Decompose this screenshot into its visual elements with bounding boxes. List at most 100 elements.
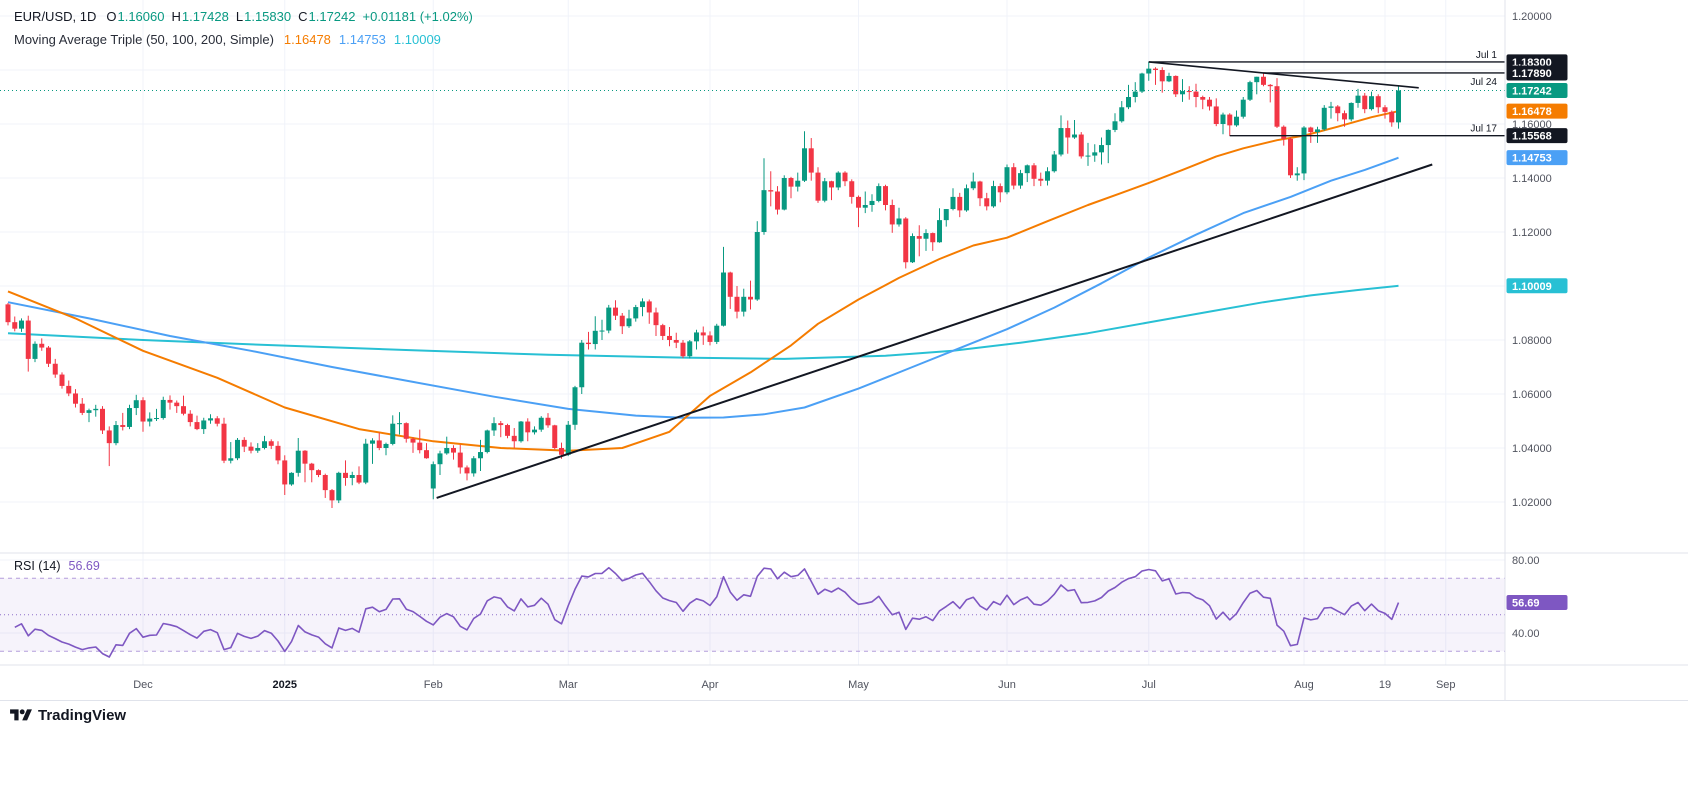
candle: [113, 425, 119, 444]
candle: [984, 198, 990, 207]
price-axis-tick: 1.08000: [1512, 335, 1552, 347]
candle: [484, 430, 490, 453]
price-axis-tick: 1.20000: [1512, 11, 1552, 23]
price-badge-label: 1.17242: [1512, 85, 1552, 97]
candle: [181, 406, 186, 414]
levels[interactable]: Jul 1 Jul 24 Jul 17: [1148, 50, 1505, 137]
candle: [316, 470, 321, 475]
candle: [1355, 95, 1361, 103]
candle: [5, 304, 11, 323]
candle: [862, 205, 868, 208]
price-chart-canvas[interactable]: 1.020001.040001.060001.080001.100001.120…: [0, 0, 1688, 700]
candle: [174, 402, 180, 407]
price-badge: [1506, 278, 1568, 294]
sma-50-line: [7, 110, 1399, 452]
candle: [943, 209, 949, 221]
candle: [586, 342, 591, 345]
candle: [160, 399, 166, 419]
candle: [741, 296, 747, 312]
candle: [525, 421, 531, 433]
candle: [451, 448, 456, 453]
price-badge-label: 1.10009: [1512, 281, 1552, 293]
candle: [876, 186, 882, 201]
trendline[interactable]: [1148, 61, 1419, 89]
price-badge-label: 1.16478: [1512, 106, 1552, 118]
candle: [79, 403, 85, 413]
candle: [599, 330, 605, 332]
candle: [1031, 165, 1037, 179]
time-axis-label: Feb: [424, 679, 443, 691]
candle: [1065, 128, 1071, 138]
candle: [1240, 99, 1246, 117]
candle: [1099, 145, 1104, 153]
time-axis-label: Aug: [1294, 679, 1314, 691]
candle: [214, 418, 220, 424]
candle: [1119, 107, 1125, 122]
candle: [59, 374, 65, 386]
candle: [120, 425, 126, 427]
candle: [970, 181, 976, 189]
candle: [1247, 82, 1253, 100]
candle: [1146, 68, 1152, 74]
candle: [262, 441, 267, 448]
candle: [322, 475, 328, 491]
time-axis-label: Sep: [1436, 679, 1456, 691]
candle: [1315, 129, 1320, 133]
candle: [849, 181, 855, 197]
candle: [1328, 106, 1334, 108]
candle: [829, 181, 834, 188]
candle: [343, 472, 348, 478]
tradingview-logo[interactable]: TradingView: [10, 707, 126, 724]
price-badge-label: 1.14753: [1512, 153, 1552, 165]
candle: [1321, 107, 1327, 130]
candle: [498, 423, 504, 426]
candle: [903, 218, 909, 263]
candle: [1018, 173, 1023, 186]
candle: [660, 325, 666, 336]
candle: [86, 410, 92, 413]
candle: [653, 312, 659, 326]
candle: [1024, 165, 1030, 174]
candle: [1166, 75, 1172, 82]
candle: [444, 448, 450, 454]
candle: [734, 296, 740, 312]
candle: [309, 463, 315, 471]
candle: [1227, 114, 1233, 126]
candle: [592, 330, 598, 345]
footer-bar: TradingView: [0, 700, 1688, 787]
candle: [795, 180, 801, 187]
candle: [950, 196, 956, 210]
tradingview-wordmark: TradingView: [38, 707, 127, 724]
candle: [559, 448, 564, 455]
candle: [282, 460, 288, 485]
candle: [1180, 91, 1185, 95]
candle: [673, 340, 679, 343]
time-axis-label: Apr: [701, 679, 718, 691]
candle: [1274, 86, 1280, 127]
candle: [1288, 138, 1293, 176]
candle: [66, 385, 72, 394]
candle: [1335, 106, 1341, 114]
candle: [1342, 113, 1347, 120]
time-axis[interactable]: Dec 2025 Feb Mar Apr May Jun Jul Aug 19 Sep: [133, 679, 1455, 691]
candle: [1308, 127, 1314, 133]
candle: [93, 408, 99, 411]
rsi-line: [14, 566, 1400, 658]
candle: [822, 181, 828, 201]
candle: [977, 181, 983, 199]
candle: [275, 445, 281, 461]
candle: [1092, 152, 1098, 156]
candle: [923, 233, 929, 239]
candle: [640, 301, 645, 308]
dividers: [0, 0, 1688, 700]
trendline[interactable]: [436, 163, 1433, 499]
candle: [410, 438, 416, 443]
trendlines[interactable]: [436, 61, 1433, 499]
candle: [376, 440, 382, 448]
price-badge: [1506, 128, 1568, 144]
candle: [403, 423, 409, 439]
candle: [1004, 167, 1010, 193]
candle: [1294, 173, 1300, 176]
candle: [768, 190, 774, 192]
